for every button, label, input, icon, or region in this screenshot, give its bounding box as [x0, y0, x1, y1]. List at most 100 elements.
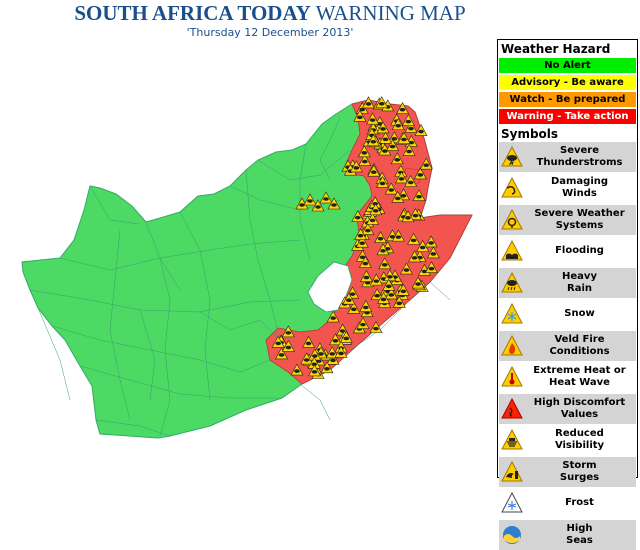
warning-marker-icon: [416, 239, 430, 252]
warning-marker-icon: [411, 276, 425, 289]
warning-marker-icon: [271, 335, 285, 348]
warning-marker-icon: [412, 189, 426, 201]
symbol-row-10: Storm Surges: [499, 457, 636, 487]
warning-marker-icon: [377, 291, 391, 304]
warning-marker-icon: [308, 364, 322, 377]
weather-system-icon: [501, 208, 523, 231]
warning-marker-icon: [319, 191, 333, 204]
symbol-row-5: Snow: [499, 300, 636, 330]
warning-marker-icon: [376, 175, 390, 188]
fire-icon: [501, 334, 523, 357]
symbol-label-line1: Severe Weather: [534, 207, 625, 219]
symbol-label-line1: High Discomfort: [533, 396, 626, 408]
symbol-label: Storm Surges: [523, 460, 636, 484]
symbol-label-line2: Visibility: [554, 440, 605, 452]
warning-marker-icon: [408, 208, 422, 220]
hazard-level-1: Advisory - Be aware: [499, 75, 636, 90]
symbol-label-line2: Rain: [567, 282, 592, 294]
symbol-label-line1: Reduced: [555, 428, 604, 440]
warning-marker-icon: [376, 243, 390, 256]
symbol-label-line1: Damaging: [550, 176, 609, 188]
warning-marker-icon: [376, 121, 390, 134]
warning-marker-icon: [281, 339, 295, 352]
warning-marker-icon: [326, 310, 340, 323]
symbol-row-12: High Seas: [499, 520, 636, 550]
warning-marker-icon: [370, 288, 384, 301]
snow-icon: [501, 303, 523, 325]
high-seas-icon: [501, 524, 523, 546]
map-legend: Weather Hazard No Alert Advisory - Be awa…: [497, 39, 638, 550]
warning-marker-icon: [392, 295, 406, 308]
symbol-label-line1: Severe: [560, 144, 599, 156]
visibility-icon: [501, 429, 523, 451]
warning-marker-icon: [424, 235, 438, 248]
warning-marker-icon: [391, 118, 405, 131]
warning-marker-icon: [311, 199, 325, 212]
symbol-row-4: Heavy Rain: [499, 268, 636, 298]
warning-marker-icon: [356, 317, 370, 329]
discomfort-icon: [501, 397, 523, 420]
symbol-label-line2: Winds: [562, 188, 597, 200]
warning-marker-icon: [359, 299, 373, 312]
symbol-label: Damaging Winds: [523, 176, 636, 200]
warning-marker-icon: [419, 157, 433, 170]
symbol-label-line1: Storm: [562, 459, 597, 471]
warning-marker-icon: [408, 250, 422, 263]
symbol-row-2: Severe Weather Systems: [499, 205, 636, 235]
symbol-label: High Discomfort Values: [523, 397, 636, 421]
hazard-level-2: Watch - Be prepared: [499, 92, 636, 107]
symbol-label-line2: Heat Wave: [549, 377, 610, 389]
warning-marker-icon: [361, 222, 375, 235]
warning-marker-icon: [349, 160, 363, 173]
map-date: 'Thursday 12 December 2013': [186, 26, 354, 39]
warning-marker-icon: [413, 167, 427, 180]
symbol-label-line1: Extreme Heat or: [533, 365, 626, 377]
warning-marker-icon: [391, 190, 405, 203]
symbol-label-line1: High: [566, 522, 593, 534]
symbol-row-1: Damaging Winds: [499, 174, 636, 204]
symbol-label: High Seas: [523, 523, 636, 547]
symbol-row-11: Frost: [499, 489, 636, 519]
symbol-label: Extreme Heat or Heat Wave: [523, 365, 636, 389]
warning-marker-icon: [320, 361, 334, 374]
warning-marker-icon: [384, 287, 398, 300]
warning-marker-icon: [379, 131, 393, 144]
thunderstorm-icon: [501, 145, 523, 168]
symbol-label-line1: Heavy: [562, 270, 597, 282]
warning-symbols: [271, 96, 440, 379]
warning-marker-icon: [404, 174, 418, 187]
symbols-header: Symbols: [501, 127, 559, 141]
warning-marker-icon: [378, 257, 392, 270]
warning-marker-icon: [390, 152, 404, 165]
hazard-header: Weather Hazard: [501, 42, 611, 56]
symbol-row-3: Flooding: [499, 237, 636, 267]
warning-marker-icon: [382, 278, 396, 291]
warning-marker-icon: [397, 131, 411, 144]
warning-marker-icon: [358, 153, 372, 166]
title-bold: SOUTH AFRICA TODAY: [74, 1, 311, 25]
symbol-label: Severe Weather Systems: [523, 208, 636, 232]
warning-marker-icon: [342, 292, 356, 305]
warning-marker-icon: [414, 123, 428, 136]
warning-marker-icon: [358, 255, 372, 268]
hazard-level-0: No Alert: [499, 58, 636, 73]
warning-marker-icon: [396, 283, 410, 296]
south-africa-map[interactable]: [0, 40, 495, 480]
warning-marker-icon: [302, 335, 316, 348]
warning-marker-icon: [367, 164, 381, 177]
warning-marker-icon: [361, 96, 375, 109]
warning-marker-icon: [359, 269, 373, 282]
district-boundaries: [29, 117, 451, 437]
symbol-label-line2: Seas: [566, 534, 593, 546]
symbol-label: Flooding: [523, 245, 636, 257]
warning-marker-icon: [399, 262, 413, 275]
warning-marker-icon: [426, 246, 440, 259]
warning-marker-icon: [366, 212, 380, 225]
symbol-row-6: Veld Fire Conditions: [499, 331, 636, 361]
warning-marker-icon: [374, 231, 388, 243]
symbol-label-line1: Flooding: [555, 245, 604, 257]
warning-marker-icon: [351, 210, 365, 222]
symbol-label-line2: Systems: [555, 219, 604, 231]
warning-marker-icon: [328, 333, 342, 346]
warning-marker-icon: [401, 114, 415, 126]
